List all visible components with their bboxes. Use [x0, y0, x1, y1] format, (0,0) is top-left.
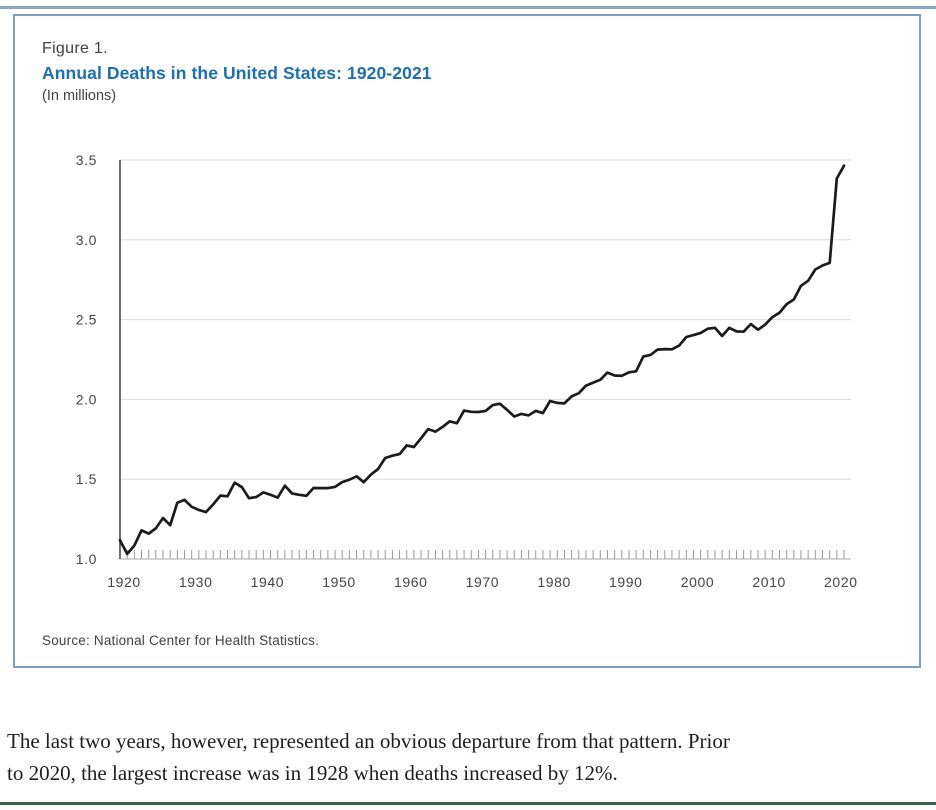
figure-box: Figure 1. Annual Deaths in the United St… [13, 14, 921, 668]
source-note: Source: National Center for Health Stati… [42, 633, 320, 648]
x-axis-tick-label: 1970 [466, 574, 500, 590]
bottom-divider-rule [0, 802, 936, 805]
y-axis-tick-label: 1.0 [76, 551, 97, 567]
x-axis-tick-label: 2010 [752, 574, 786, 590]
top-divider-rule [0, 6, 936, 9]
body-paragraph: The last two years, however, represented… [0, 726, 936, 789]
x-axis-tick-label: 1950 [322, 574, 356, 590]
y-axis-tick-label: 2.5 [76, 312, 97, 328]
x-axis-tick-label: 1990 [609, 574, 643, 590]
figure-heading: Figure 1. Annual Deaths in the United St… [42, 40, 432, 104]
x-axis-tick-label: 1960 [394, 574, 428, 590]
y-axis-tick-label: 3.0 [76, 232, 97, 248]
figure-title: Annual Deaths in the United States: 1920… [42, 63, 432, 83]
figure-number-label: Figure 1. [42, 40, 108, 57]
x-axis-tick-label: 2000 [681, 574, 715, 590]
x-axis-tick-label: 1920 [107, 574, 141, 590]
x-axis-tick-label: 1940 [251, 574, 285, 590]
y-axis-tick-label: 1.5 [76, 471, 97, 487]
x-axis-tick-label: 1930 [179, 574, 213, 590]
figure-units-subtitle: (In millions) [42, 88, 117, 104]
x-axis-tick-label: 2020 [824, 574, 858, 590]
x-axis-tick-label: 1980 [537, 574, 571, 590]
deaths-line-chart: 1.0 1.5 2.0 2.5 3.0 3.5 1920 1930 1940 1950 1960 19… [76, 152, 858, 590]
paragraph-line-1: The last two years, however, represented… [7, 729, 730, 753]
paragraph-line-2: to 2020, the largest increase was in 192… [7, 760, 618, 785]
y-axis-tick-label: 2.0 [76, 391, 97, 407]
y-axis-tick-label: 3.5 [76, 152, 97, 168]
